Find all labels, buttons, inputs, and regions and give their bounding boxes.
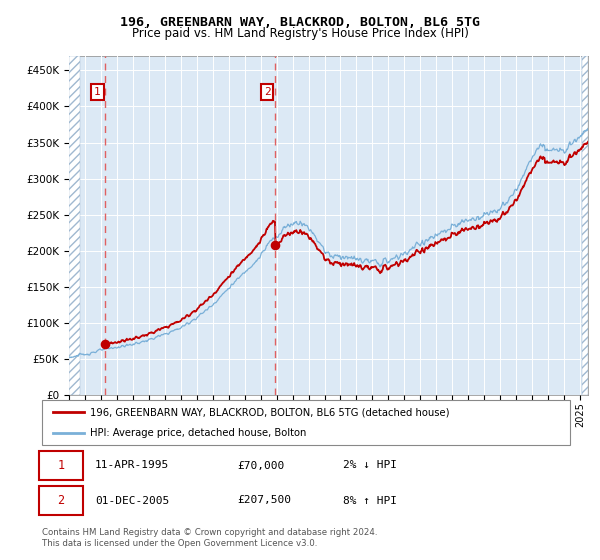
Text: £70,000: £70,000 — [238, 460, 284, 470]
Text: Contains HM Land Registry data © Crown copyright and database right 2024.: Contains HM Land Registry data © Crown c… — [42, 528, 377, 536]
Text: 11-APR-1995: 11-APR-1995 — [95, 460, 169, 470]
FancyBboxPatch shape — [40, 451, 83, 479]
Text: 1: 1 — [58, 459, 65, 472]
Text: 2% ↓ HPI: 2% ↓ HPI — [343, 460, 397, 470]
Text: 196, GREENBARN WAY, BLACKROD, BOLTON, BL6 5TG: 196, GREENBARN WAY, BLACKROD, BOLTON, BL… — [120, 16, 480, 29]
Text: This data is licensed under the Open Government Licence v3.0.: This data is licensed under the Open Gov… — [42, 539, 317, 548]
Text: 2: 2 — [264, 87, 271, 97]
Point — [101, 340, 110, 349]
FancyBboxPatch shape — [40, 487, 83, 515]
Text: Price paid vs. HM Land Registry's House Price Index (HPI): Price paid vs. HM Land Registry's House … — [131, 27, 469, 40]
Text: 196, GREENBARN WAY, BLACKROD, BOLTON, BL6 5TG (detached house): 196, GREENBARN WAY, BLACKROD, BOLTON, BL… — [89, 408, 449, 418]
Text: 8% ↑ HPI: 8% ↑ HPI — [343, 496, 397, 506]
Text: 1: 1 — [94, 87, 101, 97]
Text: 01-DEC-2005: 01-DEC-2005 — [95, 496, 169, 506]
Point — [271, 241, 280, 250]
Text: HPI: Average price, detached house, Bolton: HPI: Average price, detached house, Bolt… — [89, 428, 306, 438]
Text: 2: 2 — [58, 494, 65, 507]
Text: £207,500: £207,500 — [238, 496, 292, 506]
